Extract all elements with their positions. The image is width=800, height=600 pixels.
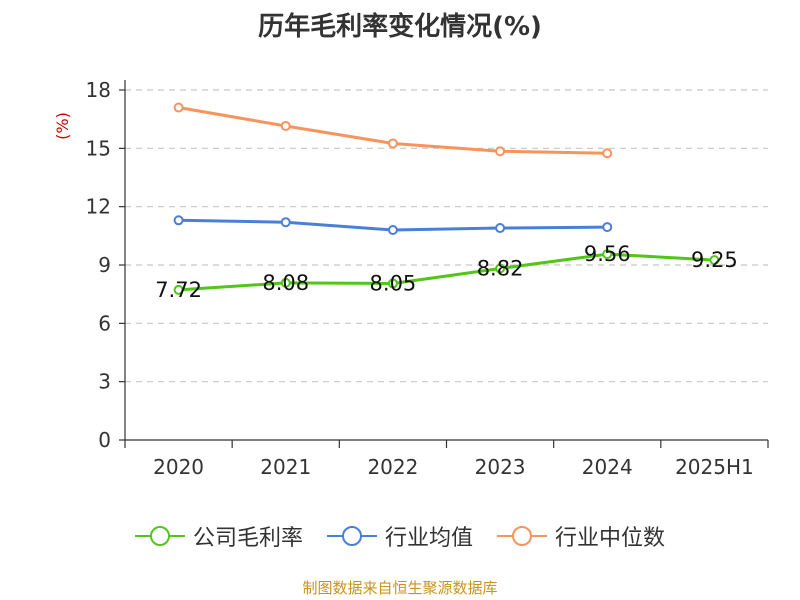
data-label: 8.05 (370, 271, 417, 295)
legend-item: 行业均值 (326, 520, 473, 552)
y-tick-label: 6 (98, 311, 111, 335)
y-tick-label: 12 (86, 195, 111, 219)
label-layer: 7.72 8.08 8.05 8.82 9.56 9.25 (155, 242, 738, 302)
legend: 公司毛利率 行业均值 行业中位数 (0, 520, 800, 552)
x-tick-label: 2023 (475, 455, 526, 479)
axis-layer: 0 3 6 9 12 15 18 (%) 2020 2021 2022 2023 2024 2025H1 (53, 78, 769, 479)
data-label: 8.82 (477, 257, 524, 281)
legend-label: 行业中位数 (555, 526, 666, 551)
series-point (495, 146, 506, 157)
legend-item: 行业中位数 (497, 520, 665, 552)
y-tick-label: 9 (98, 253, 111, 277)
data-label: 8.08 (262, 271, 309, 295)
chart-title: 历年毛利率变化情况(%) (258, 12, 542, 42)
x-tick-label: 2025H1 (675, 455, 754, 479)
y-tick-label: 18 (86, 78, 111, 102)
series-point (173, 284, 184, 295)
series-point (602, 249, 613, 260)
legend-marker-icon (134, 526, 185, 546)
series-point (602, 222, 613, 233)
data-label: 9.25 (691, 248, 738, 272)
series-point (709, 255, 720, 266)
series-point (173, 215, 184, 226)
y-tick-label: 15 (86, 136, 111, 160)
series-point (173, 102, 184, 113)
source-note: 制图数据来自恒生聚源数据库 (302, 579, 498, 597)
series-point (387, 138, 398, 149)
series-layer (173, 102, 720, 295)
legend-item: 公司毛利率 (134, 520, 303, 552)
series-point (280, 217, 291, 228)
data-label: 9.56 (584, 242, 631, 266)
series-point (495, 223, 506, 234)
legend-marker-icon (326, 526, 377, 546)
y-tick-label: 0 (98, 428, 111, 452)
series-point (387, 278, 398, 289)
x-tick-label: 2022 (367, 455, 418, 479)
series-line-0 (178, 252, 715, 292)
series-point (602, 148, 613, 159)
series-point (495, 263, 506, 274)
grid-layer (125, 89, 768, 383)
legend-marker-icon (497, 526, 547, 546)
y-tick-label: 3 (98, 370, 111, 394)
series-point (280, 277, 291, 288)
legend-label: 行业均值 (384, 526, 473, 551)
series-point (387, 225, 398, 235)
x-tick-label: 2020 (153, 455, 204, 479)
x-tick-label: 2024 (582, 455, 633, 479)
x-tick-label: 2021 (260, 455, 311, 479)
y-axis-label: (%) (53, 112, 72, 140)
data-label: 7.72 (155, 278, 202, 302)
series-point (280, 120, 291, 131)
legend-label: 公司毛利率 (192, 526, 303, 551)
